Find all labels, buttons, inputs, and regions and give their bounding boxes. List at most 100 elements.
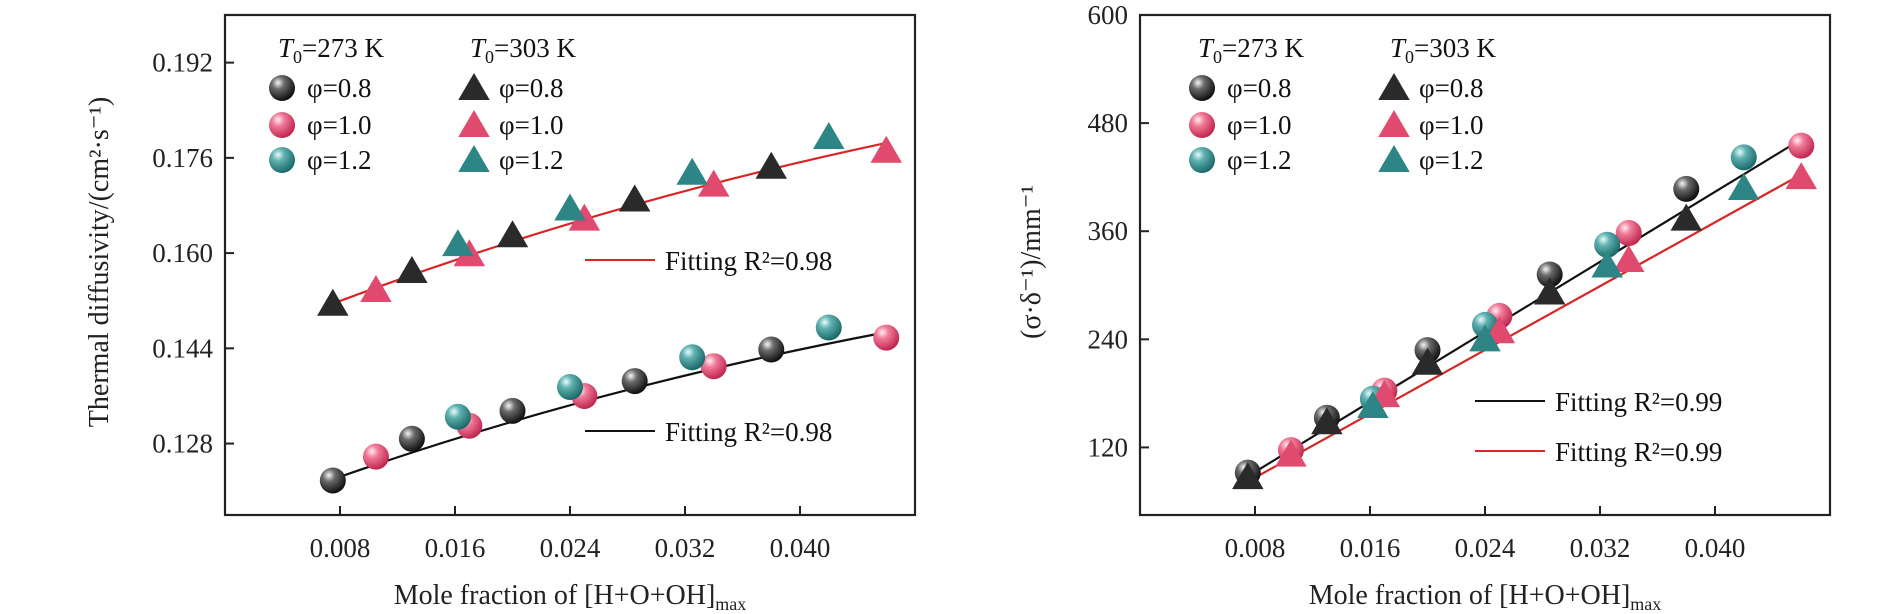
triangle-point bbox=[1232, 462, 1264, 490]
y-tick-label: 240 bbox=[1088, 324, 1129, 354]
x-ticks: 0.008 0.016 0.024 0.032 0.040 bbox=[310, 506, 831, 563]
y-tick-label: 600 bbox=[1088, 0, 1129, 30]
fit-legend-red: Fitting R²=0.98 bbox=[665, 246, 832, 276]
triangle-point bbox=[618, 184, 651, 212]
y-axis-label: Thermal diffusivity/(cm²·s⁻¹) bbox=[84, 97, 115, 427]
triangle-point bbox=[755, 151, 787, 179]
sphere-point bbox=[1594, 231, 1621, 258]
triangle-point bbox=[442, 229, 474, 257]
thermal-diffusivity-panel: 0.008 0.016 0.024 0.032 0.040 0.128 0.144 0.16… bbox=[84, 13, 917, 614]
legend-label: φ=1.0 bbox=[1227, 110, 1292, 140]
x-tick-label: 0.032 bbox=[1570, 533, 1631, 563]
sphere-point bbox=[1730, 144, 1757, 171]
triangle-point bbox=[396, 255, 428, 283]
y-axis-label: (σ·δ⁻¹)/mm⁻¹ bbox=[1016, 185, 1047, 339]
triangle-point bbox=[1591, 250, 1623, 278]
legend-label: φ=0.8 bbox=[307, 73, 372, 103]
x-axis-label: Mole fraction of [H+O+OH]max bbox=[394, 580, 747, 614]
x-tick-label: 0.024 bbox=[540, 533, 601, 563]
x-tick-label: 0.016 bbox=[425, 533, 486, 563]
fit-legend-red: Fitting R²=0.99 bbox=[1555, 437, 1722, 467]
sphere-point bbox=[1615, 220, 1642, 247]
x-ticks: 0.008 0.016 0.024 0.032 0.040 bbox=[1225, 506, 1746, 563]
legend-marker bbox=[269, 147, 295, 173]
fit-line bbox=[1247, 173, 1802, 483]
sphere-point bbox=[679, 344, 706, 371]
legend-marker bbox=[1378, 145, 1410, 172]
sphere-point bbox=[444, 403, 471, 430]
legend-label: φ=0.8 bbox=[1419, 73, 1484, 103]
y-ticks: 120 240 360 480 600 bbox=[1088, 0, 1149, 462]
x-tick-label: 0.040 bbox=[1685, 533, 1746, 563]
triangle-point bbox=[1469, 324, 1501, 352]
legend: T0=273 K T0=303 K φ=0.8φ=1.0φ=1.2φ=0.8φ=… bbox=[269, 33, 577, 175]
legend-header-273: T0=273 K bbox=[1198, 33, 1305, 67]
legend-label: φ=1.2 bbox=[307, 145, 372, 175]
triangle-point bbox=[676, 157, 708, 185]
fit-legend-black: Fitting R²=0.99 bbox=[1555, 387, 1722, 417]
triangle-point bbox=[1785, 162, 1817, 190]
triangle-point bbox=[1613, 245, 1645, 273]
y-ticks: 0.128 0.144 0.160 0.176 0.192 bbox=[152, 48, 234, 459]
sigma-delta-panel: 0.008 0.016 0.024 0.032 0.040 120 240 360 480 60… bbox=[1016, 0, 1832, 614]
triangle-point bbox=[1357, 390, 1389, 418]
y-tick-label: 120 bbox=[1088, 432, 1129, 462]
legend-label: φ=1.2 bbox=[1419, 145, 1484, 175]
legend-marker bbox=[458, 110, 490, 137]
legend-header-273: T0=273 K bbox=[278, 33, 385, 67]
x-tick-label: 0.008 bbox=[1225, 533, 1286, 563]
triangle-point bbox=[360, 275, 392, 302]
legend-label: φ=1.2 bbox=[499, 145, 564, 175]
legend-label: φ=1.0 bbox=[307, 110, 372, 140]
legend-marker bbox=[458, 145, 490, 172]
y-tick-label: 0.160 bbox=[152, 238, 213, 268]
sphere-point bbox=[499, 397, 526, 424]
triangle-point bbox=[554, 193, 586, 221]
x-tick-label: 0.040 bbox=[770, 533, 831, 563]
legend-entries: φ=0.8 φ=1.0 φ=1.2 φ=0.8 φ=1.0 φ=1.2 bbox=[269, 73, 564, 175]
sphere-point bbox=[1788, 132, 1815, 159]
legend-header-303: T0=303 K bbox=[1390, 33, 1497, 67]
sphere-point bbox=[873, 324, 900, 351]
legend-entries: φ=0.8 φ=1.0 φ=1.2 φ=0.8 φ=1.0 φ=1.2 bbox=[1189, 73, 1484, 175]
triangle-point bbox=[568, 203, 601, 231]
sphere-point bbox=[815, 314, 842, 341]
triangle-point bbox=[1275, 439, 1307, 467]
x-axis-label: Mole fraction of [H+O+OH]max bbox=[1309, 580, 1662, 614]
legend-label: φ=0.8 bbox=[1227, 73, 1292, 103]
triangle-point bbox=[813, 122, 845, 150]
triangle-point bbox=[1728, 172, 1760, 200]
x-tick-label: 0.032 bbox=[655, 533, 716, 563]
fit-legend-black: Fitting R²=0.98 bbox=[665, 417, 832, 447]
x-tick-label: 0.016 bbox=[1340, 533, 1401, 563]
legend-header-303: T0=303 K bbox=[470, 33, 577, 67]
x-tick-label: 0.008 bbox=[310, 533, 371, 563]
sphere-point bbox=[1673, 175, 1700, 202]
legend-label: φ=1.0 bbox=[499, 110, 564, 140]
legend-marker bbox=[1189, 75, 1215, 101]
sphere-point bbox=[621, 368, 648, 395]
legend-marker bbox=[1189, 112, 1215, 138]
legend-marker bbox=[1378, 73, 1410, 100]
legend: T0=273 K T0=303 K φ=0.8 φ=1.0 φ=1.2 φ=0.8 φ=… bbox=[1189, 33, 1497, 175]
y-tick-label: 0.176 bbox=[152, 143, 213, 173]
y-tick-label: 480 bbox=[1088, 108, 1129, 138]
triangle-point bbox=[1533, 277, 1566, 305]
data-points bbox=[1232, 132, 1817, 490]
legend-marker bbox=[458, 73, 490, 100]
sphere-point bbox=[700, 353, 727, 380]
triangle-point bbox=[496, 220, 529, 248]
legend-label: φ=0.8 bbox=[499, 73, 564, 103]
sphere-point bbox=[1536, 261, 1563, 288]
triangle-point bbox=[317, 288, 349, 316]
y-tick-label: 0.192 bbox=[152, 48, 213, 78]
x-tick-label: 0.024 bbox=[1455, 533, 1516, 563]
sphere-point bbox=[758, 336, 785, 363]
data-points bbox=[317, 122, 902, 494]
fit-line bbox=[332, 331, 887, 481]
y-tick-label: 360 bbox=[1088, 216, 1129, 246]
legend-label: φ=1.0 bbox=[1419, 110, 1484, 140]
triangle-point bbox=[1311, 407, 1343, 435]
sphere-point bbox=[362, 443, 389, 470]
